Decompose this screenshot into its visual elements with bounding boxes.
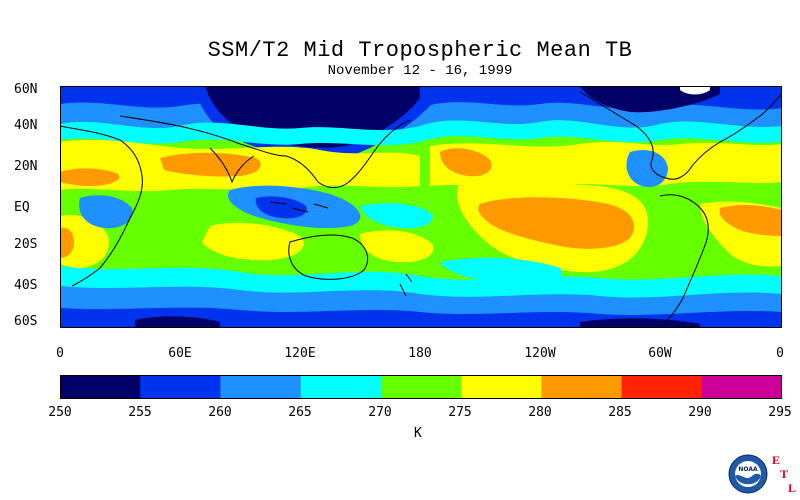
colorbar-tick-285: 285 <box>608 405 632 420</box>
colorbar-segment-255 <box>140 375 221 399</box>
orange-south-africa <box>60 227 74 258</box>
lon-label-120w: 120W <box>524 346 556 361</box>
coastline-eurasia <box>119 115 411 189</box>
orange-north-africa <box>60 168 120 186</box>
south-yellow-pacific <box>360 230 434 263</box>
amazon-cool-pool <box>626 149 668 188</box>
colorbar-segment-280 <box>541 375 623 399</box>
coastline-new-zealand <box>399 273 413 297</box>
colorbar-tick-265: 265 <box>288 405 312 420</box>
coastline-indonesia <box>269 201 329 213</box>
logo-letter-e: E <box>772 453 780 467</box>
south-yellow-indian <box>202 222 304 261</box>
lon-label-60w: 60W <box>648 346 672 361</box>
noaa-etl-logo: NOAA E T L <box>728 453 796 495</box>
no-data-patch <box>680 86 710 95</box>
pacific-cyan-pool <box>360 203 433 229</box>
colorbar-unit: K <box>414 426 422 441</box>
lat-label-20s: 20S <box>14 237 38 252</box>
colorbar-tick-270: 270 <box>368 405 392 420</box>
colorbar-segment-265 <box>300 375 382 399</box>
orange-south-atlantic <box>719 204 782 236</box>
lat-label-eq: EQ <box>14 200 30 215</box>
south-darkblue-patch-b <box>580 318 700 328</box>
colorbar-tick-250: 250 <box>48 405 72 420</box>
colorbar-segment-250 <box>60 375 141 399</box>
colorbar-segment-275 <box>461 375 542 399</box>
colorbar <box>60 375 782 399</box>
emblem-text: NOAA <box>738 466 758 473</box>
north-cyan-band <box>60 120 782 146</box>
lat-label-20n: 20N <box>14 159 38 174</box>
coastline-australia <box>288 234 368 280</box>
coastline-south-america <box>659 194 709 325</box>
colorbar-tick-255: 255 <box>128 405 152 420</box>
lat-label-60s: 60S <box>14 314 38 329</box>
orange-north-pacific <box>440 148 492 177</box>
colorbar-segment-290 <box>701 375 782 399</box>
colorbar-segment-260 <box>220 375 302 399</box>
africa-cool-pool <box>79 195 133 229</box>
colorbar-tick-290: 290 <box>688 405 712 420</box>
north-yellow-belt-b <box>430 142 782 188</box>
colorbar-tick-295: 295 <box>768 405 792 420</box>
lon-label-120e: 120E <box>284 346 316 361</box>
coastline-north-america <box>579 91 782 180</box>
map-title: SSM/T2 Mid Tropospheric Mean TB <box>207 38 633 63</box>
orange-south-pacific <box>478 197 635 249</box>
map-subtitle: November 12 - 16, 1999 <box>327 63 513 79</box>
temperature-map <box>60 86 782 328</box>
noaa-emblem-icon: NOAA <box>728 454 768 494</box>
lon-label-180: 180 <box>408 346 432 361</box>
logo-letter-t: T <box>780 467 788 481</box>
coastlines <box>60 91 782 325</box>
colorbar-tick-275: 275 <box>448 405 472 420</box>
lon-label-0-end: 0 <box>776 346 784 361</box>
logo-letter-l: L <box>788 481 796 495</box>
colorbar-segment-270 <box>380 375 462 399</box>
orange-sahara-arabia <box>160 152 261 177</box>
lon-label-0: 0 <box>56 346 64 361</box>
colorbar-tick-260: 260 <box>208 405 232 420</box>
colorbar-segment-285 <box>621 375 703 399</box>
coastline-india <box>209 147 255 184</box>
colorbar-frame <box>60 375 782 399</box>
coastline-africa <box>60 125 143 287</box>
lat-label-40n: 40N <box>14 118 38 133</box>
lat-label-60n: 60N <box>14 82 38 97</box>
indonesia-blue-core <box>255 196 307 219</box>
colorbar-tick-280: 280 <box>528 405 552 420</box>
lat-label-40s: 40S <box>14 278 38 293</box>
map-frame <box>60 86 782 328</box>
lon-label-60e: 60E <box>168 346 192 361</box>
south-pacific-cyan <box>440 257 563 285</box>
south-yellow-africa <box>60 214 109 268</box>
south-darkblue-patch-a <box>135 316 220 328</box>
